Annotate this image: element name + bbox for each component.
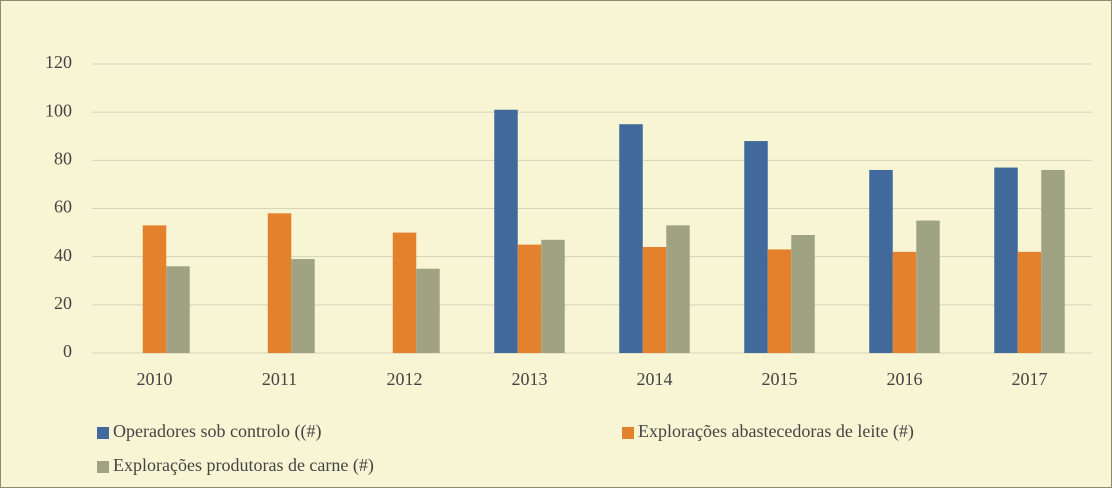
y-tick-label: 80 xyxy=(54,148,72,168)
bar xyxy=(916,220,940,353)
bar xyxy=(767,249,792,353)
bar xyxy=(1017,251,1042,353)
x-tick-label: 2016 xyxy=(887,369,923,389)
bar xyxy=(744,141,768,353)
y-tick-label: 0 xyxy=(63,341,72,361)
x-tick-label: 2010 xyxy=(137,369,173,389)
x-tick-label: 2015 xyxy=(762,369,798,389)
y-tick-label: 120 xyxy=(45,52,72,72)
bar xyxy=(541,239,565,353)
bar xyxy=(267,213,292,353)
bar xyxy=(142,225,167,353)
bar xyxy=(892,251,917,353)
legend-label: Explorações abastecedoras de leite (#) xyxy=(638,421,914,442)
y-tick-label: 100 xyxy=(45,100,72,120)
bar xyxy=(619,124,643,353)
bar xyxy=(416,268,440,353)
y-tick-label: 60 xyxy=(54,197,72,217)
legend-label: Explorações produtoras de carne (#) xyxy=(113,455,374,476)
legend-swatch xyxy=(97,461,109,473)
x-tick-label: 2011 xyxy=(262,369,297,389)
x-tick-label: 2012 xyxy=(387,369,423,389)
bar xyxy=(791,234,815,353)
bar xyxy=(166,266,190,353)
x-tick-label: 2014 xyxy=(637,369,673,389)
legend-swatch xyxy=(97,427,109,439)
bar xyxy=(994,167,1018,353)
bar xyxy=(494,109,518,353)
bar xyxy=(392,232,417,353)
x-tick-label: 2017 xyxy=(1012,369,1048,389)
bar xyxy=(517,244,542,353)
y-tick-label: 40 xyxy=(54,245,72,265)
bar xyxy=(666,225,690,353)
bar xyxy=(642,247,667,353)
x-tick-label: 2013 xyxy=(512,369,548,389)
bar xyxy=(1041,169,1065,353)
y-tick-label: 20 xyxy=(54,293,72,313)
bar xyxy=(869,169,893,353)
legend-swatch xyxy=(622,427,634,439)
bar xyxy=(291,259,315,353)
legend-label: Operadores sob controlo ((#) xyxy=(113,421,321,442)
